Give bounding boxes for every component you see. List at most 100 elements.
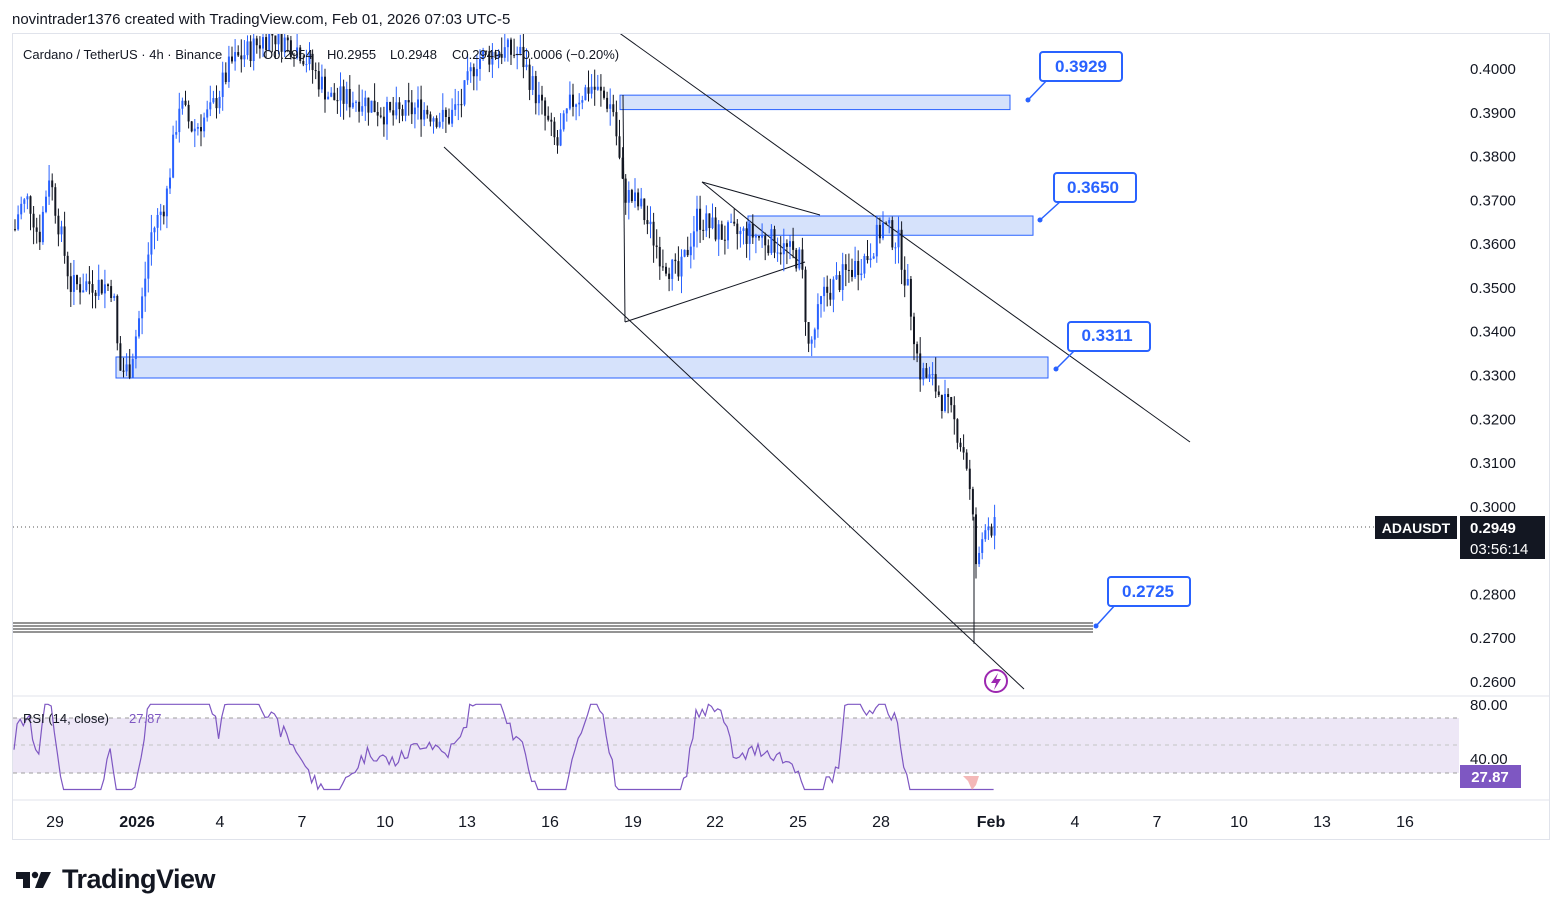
lightning-icon[interactable] — [984, 669, 1008, 693]
candle-body — [562, 113, 565, 130]
price-callout[interactable] — [1067, 321, 1151, 352]
candle-body — [944, 394, 946, 412]
callout-anchor[interactable] — [1093, 623, 1099, 629]
candle-body — [35, 227, 38, 232]
callout-anchor[interactable] — [1037, 217, 1043, 223]
candle-body — [268, 34, 271, 51]
candle-body — [178, 108, 181, 133]
zone-rect[interactable] — [619, 94, 1011, 111]
candle-body — [479, 58, 481, 69]
candle-body — [519, 46, 522, 54]
tradingview-logo[interactable]: TradingView — [14, 864, 216, 895]
candle-body — [364, 97, 367, 107]
trendline[interactable] — [622, 94, 626, 323]
price-callout[interactable] — [1107, 576, 1191, 607]
candle-body — [677, 261, 680, 277]
trendline[interactable] — [618, 32, 1191, 443]
zone-rect[interactable] — [115, 356, 1049, 379]
chart-credit: novintrader1376 created with TradingView… — [12, 11, 511, 28]
candle-body — [410, 102, 413, 115]
candle-body — [816, 304, 819, 330]
candle-body — [339, 86, 342, 101]
candle-body — [748, 223, 751, 244]
support-resistance-zones[interactable] — [13, 94, 1093, 633]
candle-body — [931, 374, 934, 376]
price-tick: 0.3300 — [1470, 368, 1516, 385]
candle-body — [454, 104, 457, 110]
rsi-axis-40: 40.00 — [1470, 751, 1508, 768]
candle-body — [792, 241, 795, 250]
candle-body — [661, 266, 664, 268]
candle-body — [373, 100, 376, 112]
candle-body — [234, 52, 237, 62]
rsi-value-label: 27.87 — [129, 711, 162, 726]
candle-body — [510, 39, 512, 55]
candle-body — [841, 264, 844, 291]
time-tick: 29 — [46, 814, 64, 831]
candle-body — [736, 223, 739, 235]
trendline[interactable] — [443, 146, 1025, 690]
price-tick: 0.2700 — [1470, 630, 1516, 647]
price-tick: 0.3600 — [1470, 236, 1516, 253]
callout-anchor[interactable] — [1025, 97, 1031, 103]
candle-body — [782, 243, 785, 255]
candle-body — [311, 53, 314, 71]
candle-body — [469, 67, 472, 72]
time-axis[interactable]: 29 2026 4 7 10 13 16 19 22 25 28 Feb 4 7 10 13 16 — [46, 814, 1414, 831]
candle-body — [376, 111, 379, 116]
price-callouts[interactable]: 0.3929 0.3650 0.3311 0.2725 — [1025, 51, 1191, 629]
candle-body — [541, 94, 543, 101]
candle-body — [125, 364, 128, 372]
candle-body — [172, 134, 175, 178]
candle-body — [491, 52, 494, 65]
candle-body — [652, 221, 655, 246]
price-tick: 0.3200 — [1470, 411, 1516, 428]
candle-body — [258, 45, 261, 49]
price-callout[interactable] — [1039, 51, 1123, 82]
candle-body — [847, 269, 850, 271]
candle-body — [175, 132, 178, 135]
callout-anchor[interactable] — [1053, 366, 1059, 372]
candle-body — [355, 101, 357, 103]
candle-body — [246, 41, 249, 56]
price-axis[interactable]: 0.4000 0.3900 0.3800 0.3700 0.3600 0.3500 0.34… — [1470, 61, 1516, 691]
candle-body — [767, 245, 770, 254]
price-callout[interactable] — [1053, 172, 1137, 203]
price-tick: 0.4000 — [1470, 61, 1516, 78]
candle-body — [379, 115, 382, 117]
rsi-label: RSI (14, close) — [23, 711, 109, 726]
candle-body — [308, 53, 311, 65]
candle-body — [587, 87, 590, 94]
candle-body — [795, 249, 798, 269]
candle-body — [779, 252, 782, 255]
candle-body — [432, 118, 435, 122]
trendline[interactable] — [624, 261, 806, 323]
candle-body — [314, 70, 317, 72]
trendlines[interactable] — [443, 32, 1191, 690]
zone-rect[interactable] — [747, 215, 1034, 236]
candle-body — [838, 275, 841, 291]
candle-body — [206, 109, 209, 118]
time-tick: 10 — [376, 814, 394, 831]
candle-body — [761, 235, 764, 238]
candle-body — [630, 190, 633, 202]
candle-body — [162, 211, 165, 217]
rsi-value-badge-text: 27.87 — [1471, 769, 1509, 786]
candle-body — [950, 396, 953, 406]
candle-body — [692, 231, 695, 247]
rsi-axis-80: 80.00 — [1470, 697, 1508, 714]
candle-body — [17, 214, 20, 230]
candle-body — [45, 196, 47, 212]
trendline[interactable] — [701, 181, 821, 216]
candle-body — [277, 34, 280, 45]
price-tick: 0.2800 — [1470, 586, 1516, 603]
candle-body — [283, 37, 286, 52]
candle-body — [807, 322, 810, 344]
candle-body — [522, 46, 525, 68]
price-tick: 0.3800 — [1470, 149, 1516, 166]
price-tick: 0.3900 — [1470, 105, 1516, 122]
candle-body — [255, 38, 258, 46]
candle-body — [286, 37, 289, 41]
candle-body — [612, 104, 615, 113]
